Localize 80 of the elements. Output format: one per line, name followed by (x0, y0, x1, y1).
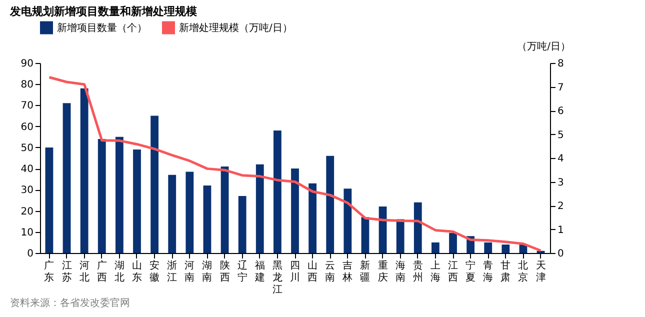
x-tick-label: 上海 (430, 260, 440, 284)
x-tick-label: 山西 (308, 260, 318, 284)
x-tick-label: 天津 (536, 260, 546, 284)
x-tick-label: 辽宁 (237, 260, 248, 284)
y2-tick-label: 6 (558, 106, 564, 117)
x-tick-label: 贵州 (412, 260, 423, 284)
y2-tick-label: 4 (558, 154, 564, 164)
y2-tick-label: 3 (558, 177, 564, 188)
x-tick-label: 河北 (79, 260, 90, 284)
y2-tick-label: 5 (558, 130, 564, 141)
y-tick-label: 0 (27, 248, 34, 260)
x-tick-label: 青海 (483, 260, 494, 284)
y-tick-label: 10 (20, 227, 34, 238)
x-tick-label: 江西 (448, 260, 458, 284)
x-tick-label: 湖北 (114, 260, 124, 284)
y-tick-label: 60 (20, 122, 34, 133)
bar (168, 174, 176, 253)
bar (484, 242, 492, 253)
line-series (48, 76, 542, 252)
legend-label: 新增项目数量（个） (57, 22, 147, 34)
x-tick-label: 重庆 (378, 260, 388, 284)
bar (62, 103, 71, 253)
y-tick-label: 30 (20, 185, 34, 196)
x-tick-label: 陕西 (220, 260, 230, 284)
x-tick-label: 福建 (254, 260, 265, 284)
x-tick-label: 新疆 (360, 260, 370, 284)
y2-axis-title: （万吨/日） (517, 40, 570, 52)
y-tick-label: 90 (20, 58, 34, 70)
y-tick-label: 20 (20, 206, 34, 218)
bar (220, 166, 229, 253)
x-tick-label: 山东 (132, 260, 142, 284)
bar (361, 217, 370, 253)
x-tick-label: 黑龙江 (272, 260, 282, 296)
y2-tick-label: 1 (558, 224, 564, 236)
x-tick-label: 云南 (325, 260, 336, 284)
bar (150, 116, 159, 253)
bar (256, 164, 264, 253)
x-tick-label: 四川 (290, 260, 300, 284)
bar (133, 150, 141, 253)
text: 资料来源：各省发改委官网 (10, 297, 130, 309)
x-tick-label: 浙江 (167, 260, 178, 284)
x-tick-label: 海南 (395, 260, 406, 284)
bar (238, 196, 246, 253)
x-tick-label: 江苏 (62, 260, 72, 284)
bar (449, 232, 457, 253)
bar (502, 244, 510, 253)
bar (326, 156, 334, 253)
y-tick-label: 80 (20, 80, 34, 91)
y2-tick-label: 2 (558, 201, 564, 212)
x-tick-label: 安徽 (150, 260, 160, 284)
legend-label: 新增处理规模（万吨/日） (179, 22, 292, 34)
bar (80, 88, 88, 253)
y2-tick-label: 0 (558, 248, 564, 260)
y2-tick-label: 7 (558, 82, 564, 94)
bar (186, 172, 194, 253)
bar (378, 206, 387, 253)
bar (431, 242, 440, 253)
x-tick-label: 吉林 (342, 260, 353, 284)
chart-title: 发电规划新增项目数量和新增处理规模 (9, 5, 198, 18)
bar (273, 130, 282, 253)
x-tick-label: 甘肃 (500, 260, 511, 284)
bar (203, 185, 212, 253)
y-tick-label: 50 (20, 142, 34, 154)
bar (291, 168, 299, 253)
bar (98, 139, 106, 253)
bar (344, 188, 352, 253)
x-tick-label: 广西 (96, 260, 107, 284)
bar (308, 183, 317, 253)
bar (396, 219, 404, 253)
y2-tick-label: 8 (558, 58, 564, 70)
bar (414, 202, 422, 253)
x-tick-label: 广东 (44, 260, 54, 284)
x-tick-label: 湖南 (202, 260, 212, 284)
y-tick-label: 40 (20, 164, 34, 176)
x-tick-label: 北京 (518, 260, 528, 284)
bar (45, 147, 54, 253)
bar (115, 136, 124, 253)
x-tick-label: 宁夏 (466, 260, 476, 284)
y-tick-label: 70 (20, 100, 34, 112)
x-tick-label: 河南 (184, 260, 195, 284)
